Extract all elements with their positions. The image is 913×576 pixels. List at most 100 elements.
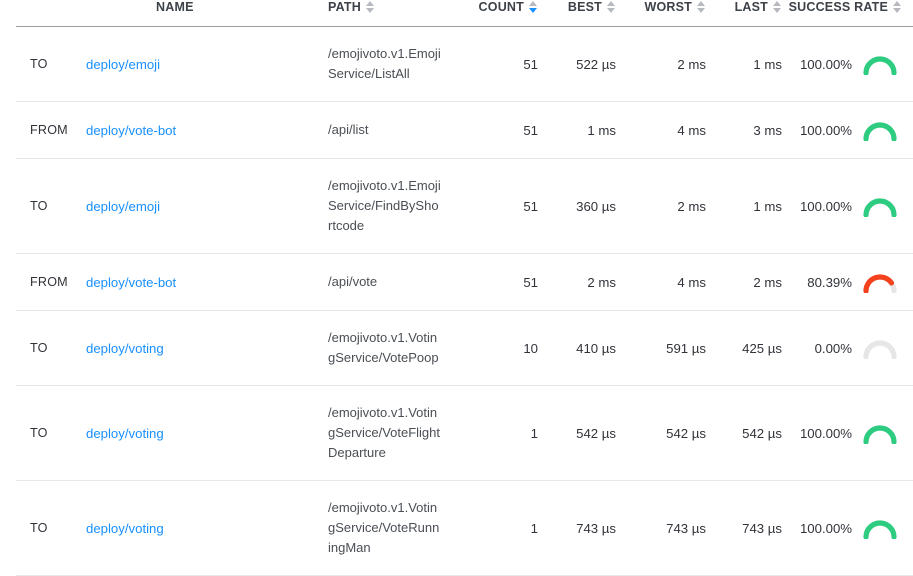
table-row: TO deploy/voting/emojivoto.v1.VotingServi…: [16, 385, 913, 481]
row-success-rate: 100.00%: [782, 385, 902, 481]
sort-toggle-best[interactable]: [607, 0, 616, 14]
column-header-worst[interactable]: WORST: [616, 0, 706, 27]
sort-ascending-icon: [607, 0, 615, 6]
row-worst: 542 µs: [616, 385, 706, 481]
row-best: 1 ms: [538, 101, 616, 159]
resource-link[interactable]: deploy/voting: [86, 520, 164, 536]
column-header-tap: TAP: [902, 0, 913, 27]
sort-toggle-success-rate[interactable]: [893, 0, 902, 14]
column-header-direction: [16, 0, 86, 27]
row-direction: FROM: [16, 101, 86, 159]
gauge-fill: [863, 56, 897, 75]
column-header-success-rate[interactable]: SUCCESS RATE: [782, 0, 902, 27]
column-header-success-rate-label: SUCCESS RATE: [788, 0, 888, 14]
row-worst: 4 ms: [616, 101, 706, 159]
column-header-name-label: NAME: [156, 0, 194, 14]
row-worst: 2 ms: [616, 26, 706, 102]
row-name-cell: deploy/voting: [86, 385, 328, 481]
row-name-cell: deploy/voting: [86, 480, 328, 576]
row-success-rate: 0.00%: [782, 310, 902, 386]
row-name-cell: deploy/vote-bot: [86, 253, 328, 311]
row-tap: [902, 310, 913, 386]
column-header-last[interactable]: LAST: [706, 0, 782, 27]
row-worst: 743 µs: [616, 480, 706, 576]
sort-descending-icon: [773, 8, 781, 14]
row-best: 542 µs: [538, 385, 616, 481]
resource-link[interactable]: deploy/emoji: [86, 56, 161, 72]
sort-descending-icon: [529, 8, 537, 14]
resource-link[interactable]: deploy/vote-bot: [86, 274, 177, 290]
resource-link[interactable]: deploy/voting: [86, 425, 164, 441]
column-header-best[interactable]: BEST: [538, 0, 616, 27]
gauge-fill: [863, 198, 897, 217]
sort-ascending-icon: [697, 0, 705, 6]
row-best: 743 µs: [538, 480, 616, 576]
success-rate-value: 100.00%: [799, 56, 852, 72]
row-tap: [902, 253, 913, 311]
row-path: /emojivoto.v1.EmojiService/FindByShortco…: [328, 158, 448, 254]
success-rate-gauge: [863, 56, 897, 75]
row-count: 1: [448, 385, 538, 481]
sort-descending-icon: [607, 8, 615, 14]
table-body: TO deploy/emoji/emojivoto.v1.EmojiService…: [16, 26, 913, 576]
row-count: 51: [448, 158, 538, 254]
row-count: 51: [448, 26, 538, 102]
gauge-fill: [863, 425, 897, 444]
column-header-worst-label: WORST: [644, 0, 692, 14]
sort-ascending-icon: [529, 0, 537, 6]
column-header-count[interactable]: COUNT: [448, 0, 538, 27]
table-row: TO deploy/voting/emojivoto.v1.VotingServi…: [16, 480, 913, 576]
sort-toggle-count[interactable]: [529, 0, 538, 14]
success-rate-value: 100.00%: [799, 520, 852, 536]
column-header-path[interactable]: PATH: [328, 0, 448, 27]
row-last: 2 ms: [706, 253, 782, 311]
gauge-fill: [863, 122, 897, 141]
row-count: 51: [448, 253, 538, 311]
row-worst: 591 µs: [616, 310, 706, 386]
row-count: 10: [448, 310, 538, 386]
success-rate-value: 100.00%: [799, 425, 852, 441]
sort-toggle-worst[interactable]: [697, 0, 706, 14]
row-success-rate: 100.00%: [782, 26, 902, 102]
row-success-rate: 100.00%: [782, 101, 902, 159]
sort-toggle-path[interactable]: [365, 0, 375, 14]
resource-link[interactable]: deploy/vote-bot: [86, 122, 177, 138]
sort-ascending-icon: [893, 0, 901, 6]
row-last: 3 ms: [706, 101, 782, 159]
row-last: 743 µs: [706, 480, 782, 576]
row-last: 1 ms: [706, 26, 782, 102]
column-header-name: NAME: [86, 0, 328, 27]
row-direction: TO: [16, 385, 86, 481]
row-name-cell: deploy/voting: [86, 310, 328, 386]
success-rate-value: 100.00%: [799, 122, 852, 138]
success-rate-value: 100.00%: [799, 198, 852, 214]
sort-ascending-icon: [365, 0, 374, 6]
row-name-cell: deploy/emoji: [86, 158, 328, 254]
row-path: /emojivoto.v1.VotingService/VoteRunningM…: [328, 480, 448, 576]
row-count: 51: [448, 101, 538, 159]
success-rate-gauge: [863, 122, 897, 141]
row-tap: [902, 480, 913, 576]
table-row: TO deploy/emoji/emojivoto.v1.EmojiService…: [16, 158, 913, 254]
row-direction: TO: [16, 158, 86, 254]
success-rate-gauge: [863, 198, 897, 217]
table-header: NAME PATH COUNT: [16, 0, 913, 27]
resource-link[interactable]: deploy/emoji: [86, 198, 161, 214]
table-row: FROM deploy/vote-bot/api/vote 51 2 ms 4 ms 2 …: [16, 253, 913, 311]
success-rate-gauge: [863, 340, 897, 359]
row-tap: [902, 385, 913, 481]
row-count: 1: [448, 480, 538, 576]
row-success-rate: 80.39%: [782, 253, 902, 311]
gauge-track: [863, 340, 897, 359]
row-path: /emojivoto.v1.EmojiService/ListAll: [328, 26, 448, 102]
resource-link[interactable]: deploy/voting: [86, 340, 164, 356]
sort-toggle-last[interactable]: [773, 0, 782, 14]
success-rate-gauge: [863, 274, 897, 293]
table-row: FROM deploy/vote-bot/api/list 51 1 ms 4 ms 3 …: [16, 101, 913, 159]
gauge-fill: [863, 520, 897, 539]
sort-descending-icon: [893, 8, 901, 14]
success-rate-value: 80.39%: [807, 274, 852, 290]
success-rate-value: 0.00%: [814, 340, 852, 356]
row-success-rate: 100.00%: [782, 480, 902, 576]
